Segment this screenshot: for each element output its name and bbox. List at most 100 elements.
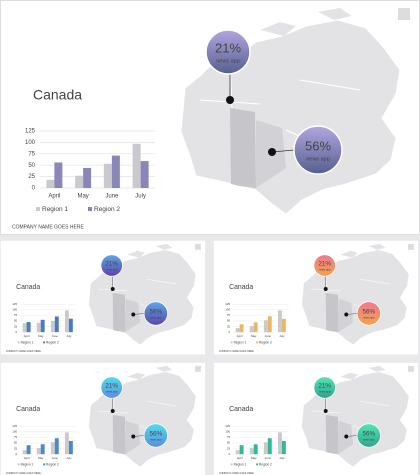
- slide-icon: [408, 365, 414, 372]
- bar: [263, 320, 268, 333]
- callout-bubble: [143, 301, 168, 326]
- callout-bubble: [356, 301, 381, 326]
- x-tick-label: July: [135, 194, 146, 200]
- bar: [26, 445, 31, 455]
- y-tick-label: 0: [32, 186, 36, 192]
- x-tick-label: April: [48, 194, 60, 200]
- slide-icon: [195, 365, 201, 372]
- bar: [267, 316, 272, 333]
- legend-label: Region 2: [259, 462, 272, 466]
- legend-label: Region 1: [42, 206, 68, 213]
- legend-swatch: [230, 341, 233, 344]
- x-tick-label: April: [237, 334, 243, 338]
- y-tick-label: 50: [227, 441, 231, 445]
- x-tick-label: July: [279, 456, 285, 460]
- bar: [54, 316, 59, 333]
- bar: [40, 444, 45, 455]
- y-tick-label: 0: [229, 330, 231, 334]
- x-tick-label: July: [66, 456, 72, 460]
- x-tick-label: June: [265, 456, 272, 460]
- y-tick-label: 75: [14, 313, 18, 317]
- bar: [64, 310, 69, 333]
- x-tick-label: May: [251, 334, 257, 338]
- bar: [22, 450, 27, 455]
- bar: [235, 328, 240, 333]
- legend-swatch: [256, 463, 259, 466]
- slide-icon: [398, 8, 410, 20]
- bar: [75, 175, 84, 188]
- x-tick-label: June: [52, 456, 59, 460]
- legend-label: Region 2: [46, 340, 59, 344]
- y-tick-label: 125: [225, 302, 230, 306]
- location-dot: [323, 287, 328, 291]
- callout-caption: news app: [106, 269, 118, 272]
- callout-value: 56%: [362, 309, 375, 316]
- bar: [249, 326, 254, 333]
- callout-bubble: [205, 29, 251, 75]
- y-tick-label: 50: [14, 319, 18, 323]
- bar: [235, 450, 240, 455]
- callout-bubble: [100, 254, 123, 277]
- location-dot: [226, 96, 234, 104]
- callout-caption: news app: [319, 269, 331, 272]
- legend-label: Region 2: [46, 462, 59, 466]
- callout-caption: news app: [106, 391, 118, 394]
- legend-swatch: [230, 463, 233, 466]
- legend-swatch: [88, 207, 92, 211]
- y-tick-label: 75: [28, 151, 35, 157]
- footer: COMPANY NAME GOES HERE: [12, 224, 84, 230]
- y-tick-label: 100: [12, 430, 17, 434]
- callout-caption: news app: [319, 391, 331, 394]
- bar: [103, 163, 112, 188]
- callout-bubble: [356, 423, 381, 448]
- y-tick-label: 25: [28, 174, 35, 180]
- bar: [22, 323, 27, 333]
- footer: COMPANY NAME GOES HERE: [219, 350, 254, 353]
- y-tick-label: 25: [14, 324, 18, 328]
- x-tick-label: April: [237, 456, 243, 460]
- location-dot: [344, 434, 349, 439]
- slide-icon: [195, 243, 201, 250]
- bar: [140, 161, 149, 188]
- callout-bubble: [100, 376, 123, 399]
- callout-value: 56%: [305, 138, 331, 153]
- bar: [36, 448, 41, 455]
- legend-label: Region 1: [21, 340, 34, 344]
- legend-swatch: [256, 341, 259, 344]
- callout-caption: news app: [216, 58, 240, 64]
- x-tick-label: June: [52, 334, 59, 338]
- y-tick-label: 0: [16, 330, 18, 334]
- y-tick-label: 25: [14, 446, 18, 450]
- bar: [68, 318, 73, 333]
- y-tick-label: 50: [14, 441, 18, 445]
- legend-swatch: [17, 463, 20, 466]
- bar: [83, 167, 92, 188]
- y-tick-label: 125: [25, 129, 36, 135]
- callout-bubble: [313, 254, 336, 277]
- callout-bubble: [313, 376, 336, 399]
- legend-swatch: [36, 207, 40, 211]
- slide-icon: [408, 243, 414, 250]
- bar: [36, 322, 41, 333]
- y-tick-label: 0: [16, 452, 18, 456]
- footer: COMPANY NAME GOES HERE: [219, 472, 254, 475]
- y-tick-label: 75: [227, 313, 231, 317]
- y-tick-label: 50: [28, 163, 35, 169]
- bar: [54, 162, 63, 188]
- y-tick-label: 25: [227, 324, 231, 328]
- bar: [50, 320, 55, 333]
- callout-value: 21%: [105, 383, 118, 390]
- legend-swatch: [43, 341, 46, 344]
- y-tick-label: 100: [225, 308, 230, 312]
- y-tick-label: 125: [12, 302, 17, 306]
- callout-value: 56%: [149, 431, 162, 438]
- bar: [132, 143, 141, 188]
- legend-swatch: [43, 463, 46, 466]
- y-tick-label: 75: [14, 435, 18, 439]
- callout-value: 21%: [318, 383, 331, 390]
- slide-title: Canada: [16, 406, 40, 413]
